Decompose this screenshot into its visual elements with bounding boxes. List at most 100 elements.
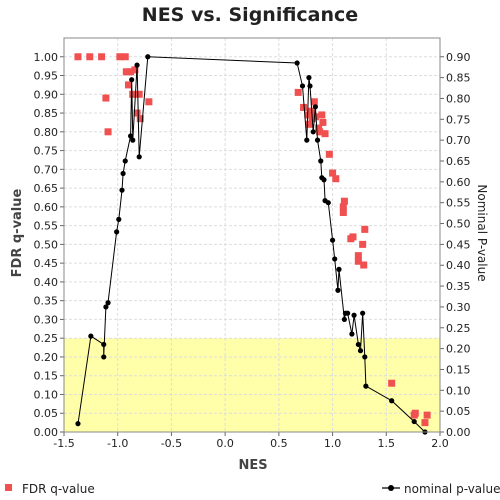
nominal-point <box>314 137 321 143</box>
nominal-point <box>75 421 81 427</box>
nominal-point <box>88 333 94 339</box>
y-right-tick-label: 0.40 <box>446 259 471 272</box>
x-tick-label: -1.5 <box>53 437 74 450</box>
y-left-tick-label: 0.05 <box>34 407 59 420</box>
y-left-tick-label: 1.00 <box>34 51 59 64</box>
fdr-point <box>145 98 153 106</box>
fdr-point <box>305 120 313 128</box>
y-right-tick-label: 0.65 <box>446 155 471 168</box>
fdr-point <box>300 103 308 111</box>
y-left-tick-label: 0.85 <box>34 107 59 120</box>
y-left-tick-label: 0.60 <box>34 201 59 214</box>
nominal-point <box>101 341 107 348</box>
y-left-tick-label: 0.45 <box>34 257 59 270</box>
fdr-point <box>136 115 144 123</box>
x-axis-ticks: -1.5 -1.0 -0.5 0.0 0.5 1.0 1.5 2.0 <box>53 432 449 450</box>
y-right-axis-ticks: 0.00 0.05 0.10 0.15 0.20 0.25 0.30 0.35 0.40 0.45… <box>440 51 471 439</box>
y-right-tick-label: 0.30 <box>446 301 471 314</box>
nominal-point <box>355 341 361 348</box>
fdr-point <box>133 109 141 117</box>
nominal-point <box>306 75 312 81</box>
nominal-point <box>360 310 366 316</box>
legend-nominal-label: nominal p-value <box>404 482 500 496</box>
fdr-point <box>121 53 129 61</box>
nominal-point <box>130 137 136 143</box>
fdr-point <box>321 130 329 138</box>
nominal-point <box>318 158 324 164</box>
fdr-point <box>102 94 110 102</box>
chart-title: NES vs. Significance <box>142 4 358 26</box>
fdr-point <box>127 68 135 76</box>
y-left-tick-label: 0.90 <box>34 88 59 101</box>
y-right-tick-label: 0.85 <box>446 72 471 85</box>
y-right-tick-label: 0.15 <box>446 363 471 376</box>
nominal-point <box>116 216 122 222</box>
fdr-point <box>421 419 429 427</box>
nominal-point <box>321 177 327 183</box>
nominal-point <box>351 312 357 318</box>
nominal-point <box>307 83 313 89</box>
y-left-axis-label: FDR q-value <box>10 188 25 277</box>
y-left-tick-label: 0.25 <box>34 332 59 345</box>
fdr-point <box>86 53 94 61</box>
y-left-tick-label: 0.35 <box>34 295 59 308</box>
nominal-point <box>129 77 135 83</box>
fdr-point <box>116 53 124 61</box>
nominal-point <box>294 60 300 66</box>
fdr-point <box>360 261 368 269</box>
x-tick-label: 0.0 <box>216 437 234 450</box>
fdr-point <box>354 252 362 260</box>
fdr-point <box>135 90 143 98</box>
y-right-axis-label: Nominal P-value <box>475 184 489 281</box>
x-tick-label: -0.5 <box>161 437 182 450</box>
nominal-point <box>304 137 310 143</box>
nominal-point <box>101 354 107 360</box>
series-fdr-q-value <box>74 53 431 427</box>
fdr-point <box>354 257 362 265</box>
fdr-point <box>315 124 323 132</box>
fdr-point <box>388 379 396 387</box>
legend-item-nominal: nominal p-value <box>382 482 500 496</box>
fdr-point <box>349 233 357 241</box>
fdr-point <box>325 150 333 158</box>
nominal-point <box>345 310 351 316</box>
grid-lines <box>63 38 441 433</box>
fdr-point <box>316 128 324 136</box>
fdr-point <box>340 197 348 205</box>
y-right-tick-label: 0.10 <box>446 384 471 397</box>
y-right-tick-label: 0.80 <box>446 92 471 105</box>
fdr-point <box>124 81 132 89</box>
y-left-tick-label: 0.70 <box>34 163 59 176</box>
fdr-point <box>311 113 319 121</box>
nominal-point <box>122 158 128 164</box>
y-right-tick-label: 0.70 <box>446 134 471 147</box>
legend-item-fdr: FDR q-value <box>5 482 95 496</box>
fdr-point <box>359 240 367 248</box>
fdr-point <box>329 169 337 177</box>
nominal-point <box>325 200 331 206</box>
fdr-point <box>339 203 347 211</box>
legend-fdr-swatch <box>5 484 12 491</box>
x-tick-label: 1.0 <box>324 437 342 450</box>
legend-fdr-label: FDR q-value <box>22 482 95 496</box>
y-right-tick-label: 0.20 <box>446 343 471 356</box>
y-right-tick-label: 0.25 <box>446 322 471 335</box>
x-tick-label: 2.0 <box>431 437 449 450</box>
fdr-point <box>98 53 106 61</box>
y-left-tick-label: 0.40 <box>34 276 59 289</box>
nominal-point <box>128 133 134 139</box>
y-right-tick-label: 0.00 <box>446 426 471 439</box>
nominal-point <box>119 187 125 193</box>
y-left-tick-label: 0.20 <box>34 351 59 364</box>
y-left-tick-label: 0.75 <box>34 145 59 158</box>
nominal-point <box>299 83 306 89</box>
fdr-point <box>131 66 139 74</box>
y-right-tick-label: 0.55 <box>446 197 471 210</box>
fdr-point <box>307 107 315 115</box>
nominal-point <box>136 154 142 160</box>
fdr-point <box>410 411 418 419</box>
y-left-tick-label: 0.55 <box>34 220 59 233</box>
fdr-point <box>361 225 369 233</box>
fdr-point <box>104 128 112 136</box>
